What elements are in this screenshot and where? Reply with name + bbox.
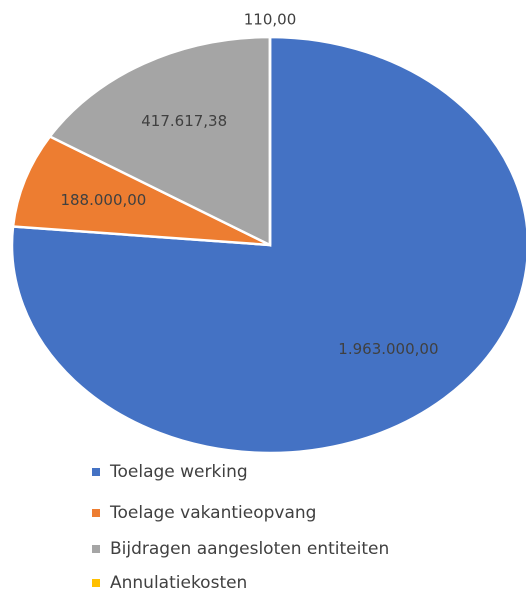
data-label: 1.963.000,00	[338, 340, 438, 358]
legend-swatch	[92, 468, 100, 476]
legend-swatch	[92, 509, 100, 517]
legend-label: Bijdragen aangesloten entiteiten	[110, 539, 389, 559]
data-label: 110,00	[244, 11, 297, 29]
data-label: 417.617,38	[141, 112, 227, 130]
legend-swatch	[92, 545, 100, 553]
legend-swatch	[92, 579, 100, 587]
legend-label: Toelage vakantieopvang	[109, 503, 316, 523]
legend-label: Toelage werking	[109, 462, 248, 482]
legend-label: Annulatiekosten	[110, 573, 247, 593]
data-label: 188.000,00	[60, 191, 146, 209]
